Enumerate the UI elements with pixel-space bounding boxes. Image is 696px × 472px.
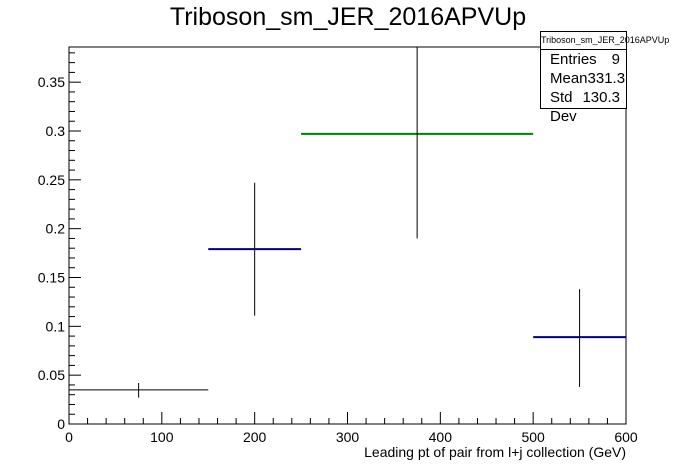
data-point	[69, 382, 209, 398]
x-tick-label: 500	[521, 429, 545, 445]
x-tick-label: 400	[429, 429, 453, 445]
stats-label: Entries	[550, 51, 597, 68]
chart-title: Triboson_sm_JER_2016APVUp	[169, 3, 527, 31]
y-tick-label: 0.1	[46, 318, 66, 334]
x-tick-label: 200	[243, 429, 267, 445]
data-point	[533, 289, 626, 387]
x-axis-label: Leading pt of pair from l+j collection (…	[364, 444, 626, 460]
stats-label: Std Dev	[550, 89, 577, 125]
data-point	[208, 182, 302, 316]
stats-label: Mean	[550, 70, 588, 87]
stats-value: 130.3	[582, 89, 620, 106]
stats-row-stddev: Std Dev 130.3	[541, 88, 626, 126]
stats-box-title: Triboson_sm_JER_2016APVUp	[541, 32, 669, 50]
x-tick-label: 600	[614, 429, 638, 445]
x-tick-label: 100	[150, 429, 174, 445]
y-axis: 0 0.05 0.1 0.15 0.2 0.25 0.3 0.35	[38, 52, 81, 432]
x-axis: 0 100 200 300 400 500 600	[65, 412, 638, 445]
stats-row-mean: Mean 331.3	[541, 69, 626, 88]
y-tick-label: 0	[57, 416, 65, 432]
x-tick-label: 300	[336, 429, 360, 445]
stats-value: 9	[611, 51, 620, 68]
data-points	[69, 47, 626, 398]
stats-row-entries: Entries 9	[541, 50, 626, 69]
stats-box: Triboson_sm_JER_2016APVUp Entries 9 Mean…	[540, 31, 669, 125]
data-point	[301, 47, 534, 239]
y-tick-label: 0.35	[38, 74, 65, 90]
x-tick-label: 0	[65, 429, 73, 445]
y-tick-label: 0.05	[38, 367, 65, 383]
y-tick-label: 0.2	[46, 221, 66, 237]
stats-value: 331.3	[587, 70, 626, 87]
y-tick-label: 0.25	[38, 172, 65, 188]
y-tick-label: 0.15	[38, 269, 65, 285]
y-tick-label: 0.3	[46, 123, 66, 139]
